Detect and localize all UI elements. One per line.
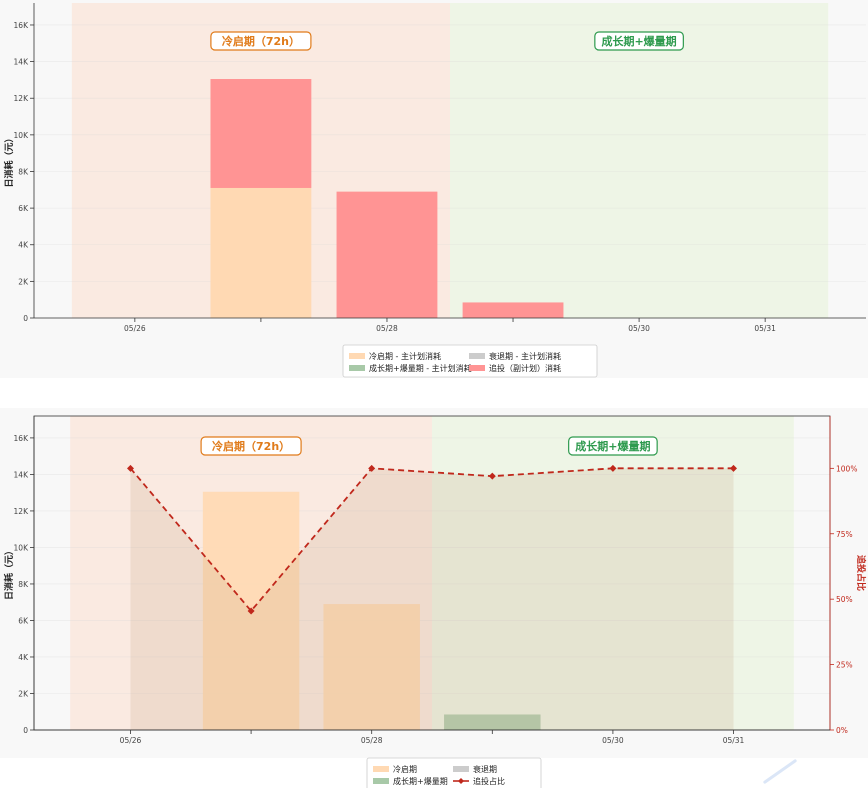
top-legend-box <box>342 344 598 378</box>
top-y-tick-label: 4K <box>18 241 29 250</box>
bottom-ratio-marker <box>730 464 738 472</box>
bottom-ratio-marker <box>609 464 617 472</box>
bottom-legend-label: 衰退期 <box>473 764 497 774</box>
bottom-legend-swatch <box>373 778 389 784</box>
bottom-ratio-marker <box>247 607 255 615</box>
top-phase-label-cold: 冷启期（72h） <box>222 34 300 48</box>
top-legend-swatch <box>469 353 485 359</box>
top-y-axis-label: 日消耗（元） <box>3 133 15 187</box>
top-phase-label-box-cold <box>210 31 312 51</box>
bottom-y-tick-label: 8K <box>18 580 29 589</box>
bottom-legend-label: 冷启期 <box>393 764 417 774</box>
top-phase-label-box-growth <box>594 31 684 51</box>
bottom-legend-label: 成长期+爆量期 <box>393 776 448 786</box>
top-x-tick-label: 05/31 <box>754 324 776 333</box>
bottom-ratio-area <box>130 468 734 730</box>
top-y-tick-label: 2K <box>18 277 29 286</box>
bottom-x-tick-label: 05/28 <box>361 736 383 745</box>
bottom-y-tick-label: 16K <box>14 434 30 443</box>
bottom-y-tick-label: 2K <box>18 689 29 698</box>
top-y-tick-label: 12K <box>14 94 30 103</box>
bottom-bar <box>444 714 541 730</box>
bottom-y-axis-label: 日消耗（元） <box>3 546 15 600</box>
bottom-x-tick-label: 05/31 <box>723 736 745 745</box>
top-y-tick-label: 6K <box>18 204 29 213</box>
top-legend-swatch <box>349 365 365 371</box>
top-legend-label: 冷启期 - 主计划消耗 <box>369 351 441 361</box>
top-bar-additional <box>462 302 564 318</box>
bottom-y-tick-label: 6K <box>18 616 29 625</box>
bottom-y2-tick-label: 100% <box>836 464 857 473</box>
bottom-y2-tick-label: 50% <box>836 595 853 604</box>
bottom-phase-label-box-cold <box>200 436 302 456</box>
top-y-tick-label: 8K <box>18 167 29 176</box>
top-phase-label-growth: 成长期+爆量期 <box>601 34 676 48</box>
top-bar-main_cold <box>210 187 312 318</box>
top-legend-label: 成长期+爆量期 - 主计划消耗 <box>369 363 472 373</box>
top-phase-growth <box>450 3 829 318</box>
bottom-x-tick-label: 05/30 <box>602 736 624 745</box>
bottom-x-tick-label: 05/26 <box>120 736 142 745</box>
top-legend-swatch <box>469 365 485 371</box>
bottom-phase-label-cold: 冷启期（72h） <box>212 439 290 453</box>
bottom-phase-label-box-growth <box>568 436 658 456</box>
bottom-y2-axis-label: 追投占比 <box>855 555 867 591</box>
top-legend-label: 衰退期 - 主计划消耗 <box>489 351 561 361</box>
top-x-tick-label: 05/30 <box>628 324 650 333</box>
top-legend-swatch <box>349 353 365 359</box>
bottom-chart: 冷启期（72h） 成长期+爆量期 0 2K 4K 6K 8K 10K 12K 14K 16K 日消耗（… <box>3 415 867 791</box>
bottom-chart-panel: 冷启期（72h） 成长期+爆量期 0 2K 4K 6K 8K 10K 12K 14K 16K 日消耗（… <box>0 408 868 791</box>
bottom-phase-label-growth: 成长期+爆量期 <box>575 439 650 453</box>
bottom-y2-tick-label: 0% <box>836 726 848 735</box>
bottom-bar <box>323 604 420 730</box>
bottom-y2-tick-label: 75% <box>836 530 853 539</box>
bottom-y-tick-label: 0 <box>23 726 28 735</box>
top-y-tick-label: 10K <box>14 131 30 140</box>
bottom-legend-marker <box>458 778 464 784</box>
bottom-y-tick-label: 4K <box>18 653 29 662</box>
bottom-ratio-line <box>129 467 734 613</box>
top-y-tick-label: 14K <box>14 58 30 67</box>
top-x-tick-label: 05/28 <box>376 324 398 333</box>
top-x-tick-label: 05/26 <box>124 324 146 333</box>
top-chart-panel: 冷启期（72h） 成长期+爆量期 0 2K 4K 6K 8K 10K 12K 14K 16K 日消耗（… <box>0 0 868 378</box>
top-y-tick-label: 0 <box>23 314 28 323</box>
bottom-legend-swatch <box>453 766 469 772</box>
bottom-y-tick-label: 12K <box>14 507 30 516</box>
top-legend-label: 追投（副计划）消耗 <box>489 363 561 373</box>
bottom-legend-swatch <box>373 766 389 772</box>
top-bar-additional <box>210 79 312 188</box>
top-chart: 冷启期（72h） 成长期+爆量期 0 2K 4K 6K 8K 10K 12K 14K 16K 日消耗（… <box>3 3 866 378</box>
top-bar-additional <box>336 191 438 318</box>
bottom-y-tick-label: 14K <box>14 470 30 479</box>
bottom-y2-tick-label: 25% <box>836 661 853 670</box>
bottom-ratio-marker <box>126 464 134 472</box>
top-y-tick-label: 16K <box>14 21 30 30</box>
bottom-ratio-marker <box>368 464 376 472</box>
bottom-legend-label: 追投占比 <box>473 776 505 786</box>
bottom-ratio-marker <box>488 472 496 480</box>
bottom-y-tick-label: 10K <box>14 543 30 552</box>
